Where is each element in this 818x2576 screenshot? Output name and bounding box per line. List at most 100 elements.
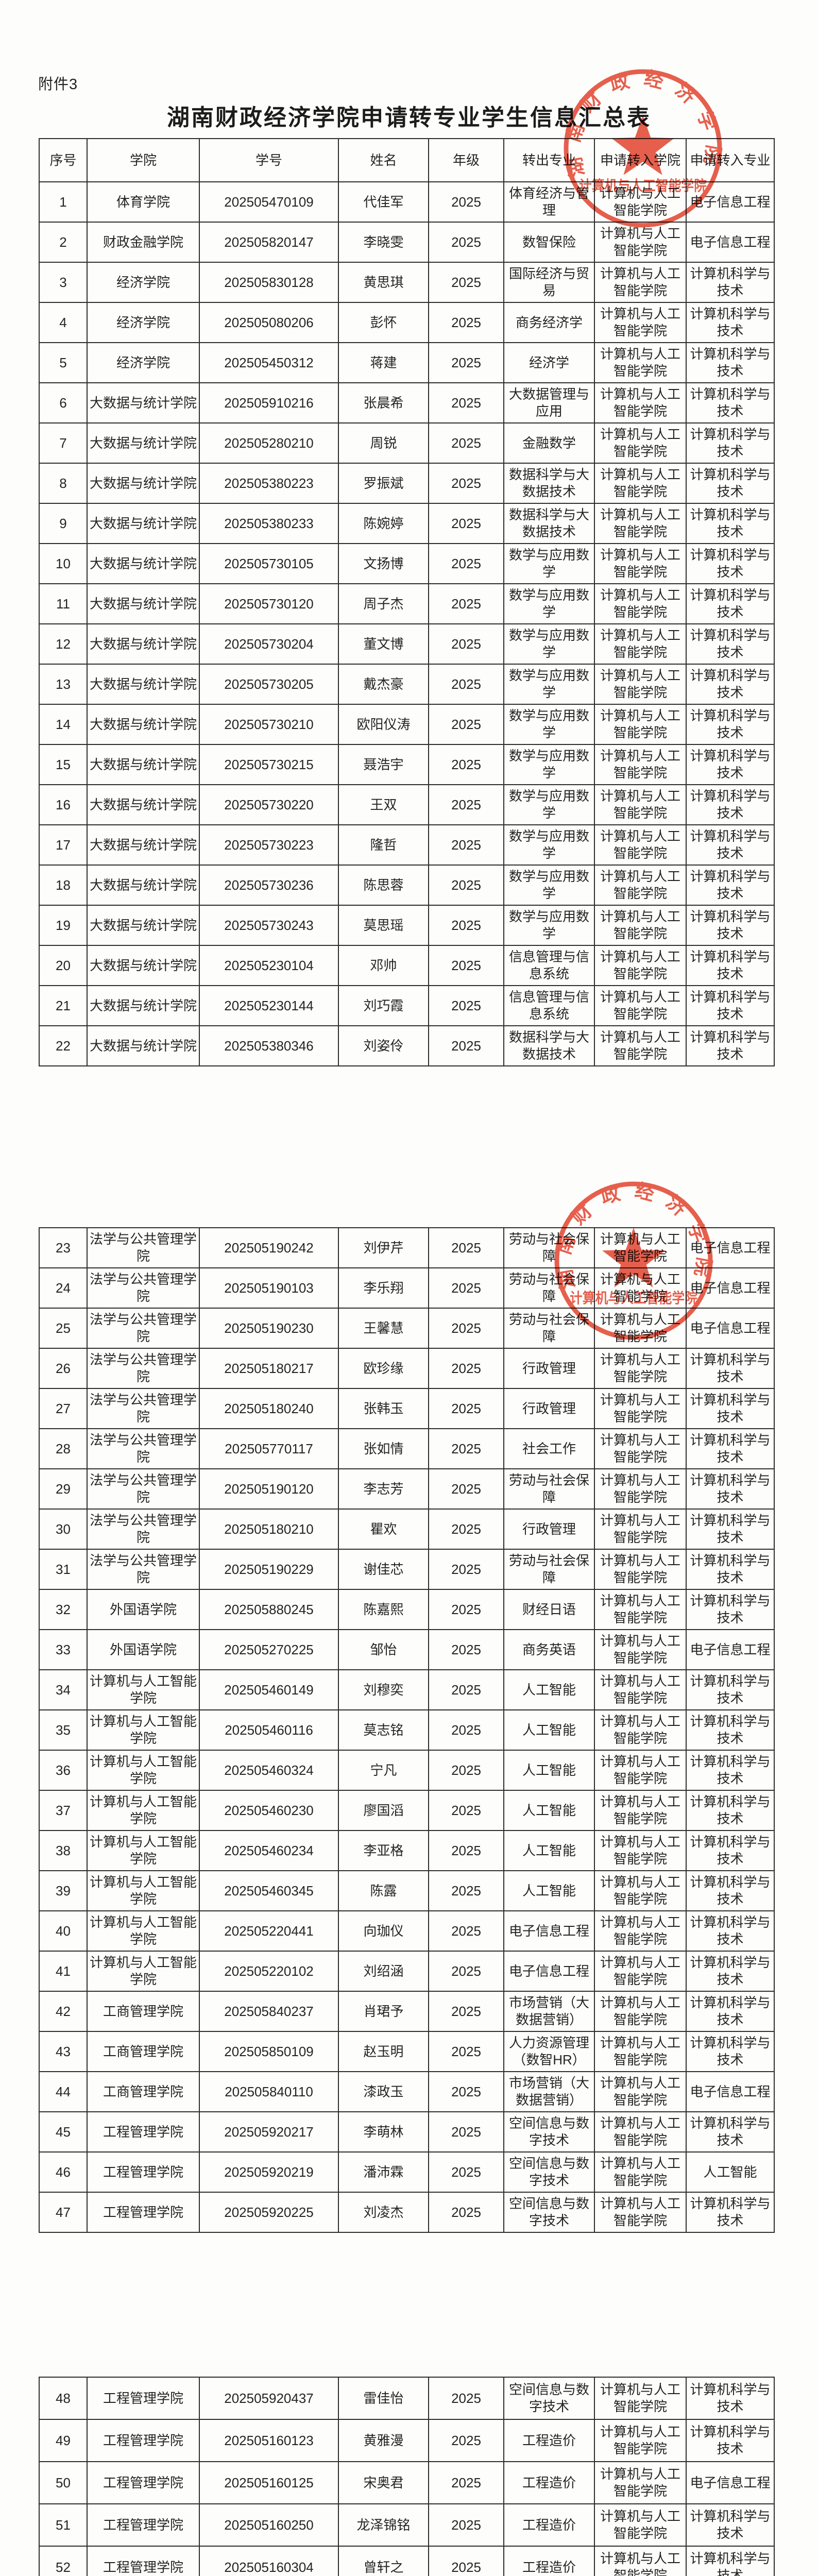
cell-college-to: 计算机与人工智能学院 [594,2192,687,2233]
cell-student-id: 202505880245 [199,1589,339,1630]
cell-major-from: 数据科学与大数据技术 [503,1025,595,1066]
cell-major-to: 计算机科学与技术 [686,1025,775,1066]
cell-grade: 2025 [428,583,504,624]
cell-grade: 2025 [428,905,504,946]
table-row: 10 大数据与统计学院 202505730105 文扬博 2025 数学与应用数学 计算机与… [39,543,775,584]
cell-name: 张韩玉 [338,1388,429,1429]
cell-no: 48 [39,2377,88,2420]
cell-major-to: 电子信息工程 [686,2071,775,2112]
cell-college-to: 计算机与人工智能学院 [594,1750,687,1791]
cell-student-id: 202505920437 [199,2377,339,2420]
cell-grade: 2025 [428,2192,504,2233]
cell-name: 陈思蓉 [338,865,429,906]
cell-name: 罗振斌 [338,463,429,504]
cell-grade: 2025 [428,302,504,343]
table-row: 36 计算机与人工智能学院 202505460324 宁凡 2025 人工智能 计算机与人工… [39,1750,775,1791]
cell-student-id: 202505460234 [199,1830,339,1871]
cell-major-to: 电子信息工程 [686,1629,775,1670]
table-row: 44 工商管理学院 202505840110 漆政玉 2025 市场营销（大数据营销） 计算… [39,2071,775,2112]
cell-college: 大数据与统计学院 [87,824,200,866]
cell-major-from: 国际经济与贸易 [503,262,595,303]
cell-college-to: 计算机与人工智能学院 [594,1227,687,1268]
cell-grade: 2025 [428,2461,504,2504]
cell-college-to: 计算机与人工智能学院 [594,2503,687,2547]
cell-college-to: 计算机与人工智能学院 [594,2546,687,2576]
cell-student-id: 202505280210 [199,422,339,464]
table-row: 15 大数据与统计学院 202505730215 聂浩宇 2025 数学与应用数学 计算机与… [39,744,775,785]
table-row: 43 工商管理学院 202505850109 赵玉明 2025 人力资源管理（数智HR）计… [39,2031,775,2072]
cell-major-to: 计算机科学与技术 [686,1709,775,1751]
cell-no: 15 [39,744,88,785]
cell-name: 欧珍缘 [338,1348,429,1389]
cell-college: 大数据与统计学院 [87,463,200,504]
cell-student-id: 202505920217 [199,2111,339,2153]
cell-college: 经济学院 [87,262,200,303]
table-row: 31 法学与公共管理学院 202505190229 谢佳芯 2025 劳动与社会保障 计算机… [39,1549,775,1590]
cell-college: 法学与公共管理学院 [87,1549,200,1590]
cell-college: 法学与公共管理学院 [87,1468,200,1510]
table-row: 20 大数据与统计学院 202505230104 邓帅 2025 信息管理与信息系统 计算机… [39,945,775,986]
cell-college-to: 计算机与人工智能学院 [594,1308,687,1349]
cell-grade: 2025 [428,222,504,263]
table-row: 26 法学与公共管理学院 202505180217 欧珍缘 2025 行政管理 计算机与人工… [39,1348,775,1389]
cell-student-id: 202505180217 [199,1348,339,1389]
cell-major-from: 数学与应用数学 [503,824,595,866]
cell-college: 工程管理学院 [87,2503,200,2547]
cell-no: 4 [39,302,88,343]
cell-name: 代佳军 [338,181,429,223]
cell-no: 42 [39,1991,88,2032]
col-header-major-to: 申请转入专业 [686,138,775,182]
cell-major-from: 行政管理 [503,1388,595,1429]
table-row: 2 财政金融学院 202505820147 李晓雯 2025 数智保险 计算机与人工智能学院… [39,222,775,263]
cell-no: 19 [39,905,88,946]
cell-no: 50 [39,2461,88,2504]
cell-name: 欧阳仪涛 [338,704,429,745]
table-row: 52 工程管理学院 202505160304 曾轩之 2025 工程造价 计算机与人工智能学… [39,2546,775,2576]
cell-name: 陈露 [338,1870,429,1911]
cell-grade: 2025 [428,1025,504,1066]
cell-college-to: 计算机与人工智能学院 [594,664,687,705]
cell-student-id: 202505460116 [199,1709,339,1751]
table-row: 5 经济学院 202505450312 蒋建 2025 经济学 计算机与人工智能学院 计算机科… [39,342,775,383]
table-row: 25 法学与公共管理学院 202505190230 王馨慧 2025 劳动与社会保障 计算机… [39,1308,775,1349]
cell-name: 李亚格 [338,1830,429,1871]
cell-student-id: 202505820147 [199,222,339,263]
cell-student-id: 202505190120 [199,1468,339,1510]
cell-name: 瞿欢 [338,1509,429,1550]
cell-name: 李晓雯 [338,222,429,263]
cell-major-to: 计算机科学与技术 [686,2419,775,2462]
cell-college: 法学与公共管理学院 [87,1308,200,1349]
cell-no: 44 [39,2071,88,2112]
cell-no: 32 [39,1589,88,1630]
table-row: 38 计算机与人工智能学院 202505460234 李亚格 2025 人工智能 计算机与人… [39,1830,775,1871]
cell-major-from: 数据科学与大数据技术 [503,503,595,544]
cell-student-id: 202505380223 [199,463,339,504]
cell-no: 45 [39,2111,88,2153]
table-header-row: 序号 学院 学号 姓名 年级 转出专业 申请转入学院 申请转入专业 [39,138,775,182]
cell-college-to: 计算机与人工智能学院 [594,1910,687,1952]
cell-student-id: 202505460345 [199,1870,339,1911]
cell-major-to: 计算机科学与技术 [686,1910,775,1952]
cell-major-from: 工程造价 [503,2419,595,2462]
table-row: 11 大数据与统计学院 202505730120 周子杰 2025 数学与应用数学 计算机与… [39,583,775,624]
cell-college-to: 计算机与人工智能学院 [594,1790,687,1831]
cell-major-from: 空间信息与数字技术 [503,2111,595,2153]
cell-major-from: 数学与应用数学 [503,543,595,584]
cell-college-to: 计算机与人工智能学院 [594,1669,687,1710]
cell-college-to: 计算机与人工智能学院 [594,1348,687,1389]
cell-name: 王双 [338,784,429,825]
cell-major-from: 人工智能 [503,1870,595,1911]
cell-student-id: 202505220102 [199,1951,339,1992]
cell-major-to: 计算机科学与技术 [686,342,775,383]
cell-name: 聂浩宇 [338,744,429,785]
table-row: 14 大数据与统计学院 202505730210 欧阳仪涛 2025 数学与应用数学 计算机… [39,704,775,745]
cell-major-from: 商务经济学 [503,302,595,343]
cell-name: 李志芳 [338,1468,429,1510]
cell-name: 黄思琪 [338,262,429,303]
cell-grade: 2025 [428,623,504,665]
table-row: 47 工程管理学院 202505920225 刘凌杰 2025 空间信息与数字技术 计算机与… [39,2192,775,2233]
cell-college-to: 计算机与人工智能学院 [594,2031,687,2072]
cell-college-to: 计算机与人工智能学院 [594,905,687,946]
cell-grade: 2025 [428,262,504,303]
cell-major-to: 计算机科学与技术 [686,382,775,423]
